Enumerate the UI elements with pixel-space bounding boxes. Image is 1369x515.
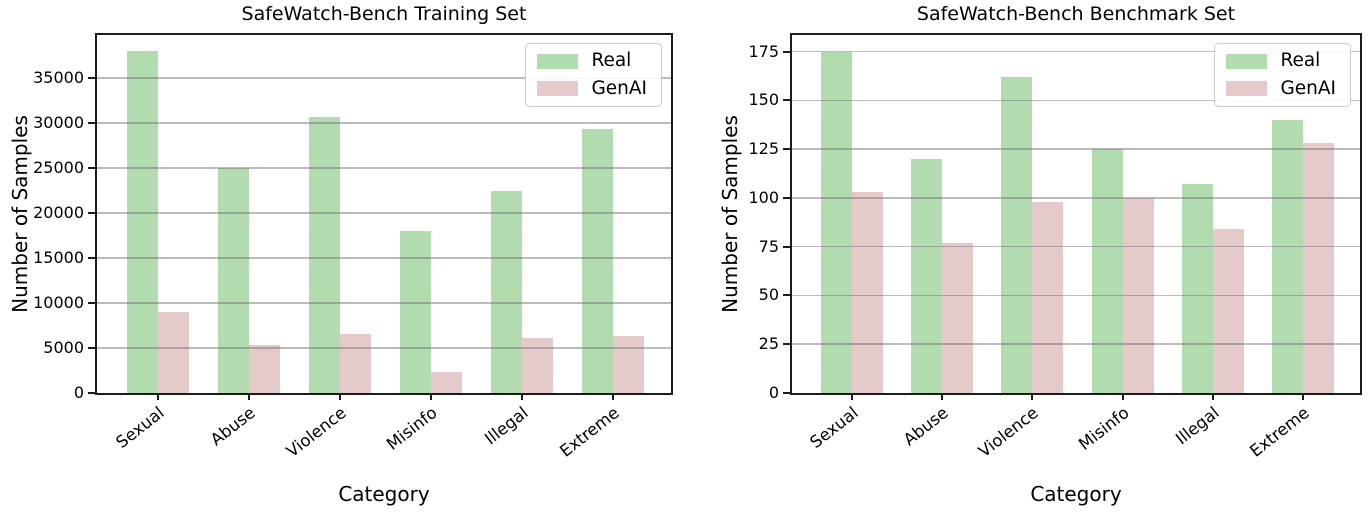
bar-real-extreme [582, 129, 614, 393]
y-tick-label: 150 [748, 90, 779, 110]
y-tick-label: 5000 [43, 338, 84, 358]
y-tick-mark [88, 212, 95, 215]
x-tick-mark [247, 393, 250, 400]
genai-swatch [537, 81, 579, 97]
x-axis-label: Category [1030, 482, 1122, 506]
bar-genai-extreme [1302, 143, 1334, 393]
bar-genai-misinfo [431, 372, 462, 393]
x-tick-mark [521, 393, 524, 400]
bar-genai-sexual [157, 312, 189, 393]
bar-real-abuse [911, 158, 943, 393]
plot-area: Real GenAI [790, 33, 1362, 395]
y-tick-label: 35000 [33, 68, 84, 88]
x-tick-mark [612, 393, 615, 400]
bar-genai-abuse [942, 242, 974, 393]
legend-item-real: Real [1226, 50, 1336, 71]
y-tick-mark [783, 148, 790, 151]
y-tick-mark [783, 392, 790, 394]
y-tick-mark [783, 196, 790, 199]
y-tick-label: 10000 [33, 293, 84, 313]
y-tick-mark [88, 392, 95, 394]
bar-real-violence [308, 116, 340, 393]
y-tick-mark [783, 245, 790, 248]
y-tick-label: 25 [758, 334, 779, 354]
bar-genai-illegal [1212, 229, 1244, 393]
real-swatch [537, 53, 579, 69]
x-tick-mark [338, 393, 341, 400]
chart-training-set: SafeWatch-Bench Training Set Number of S… [8, 3, 673, 506]
legend-label: Real [591, 50, 632, 71]
x-tick-mark [1211, 393, 1214, 400]
legend-item-genai: GenAI [537, 77, 647, 99]
y-tick-label: 75 [758, 236, 779, 256]
y-tick-mark [783, 343, 790, 346]
chart-benchmark-set: SafeWatch-Bench Benchmark Set Number of … [685, 0, 1369, 515]
chart-title: SafeWatch-Bench Training Set [241, 3, 527, 25]
y-tick-mark [783, 99, 790, 102]
plot-area: Real GenAI [95, 33, 673, 395]
bar-real-extreme [1271, 119, 1303, 393]
x-tick-mark [941, 393, 944, 400]
y-tick-label: 50 [758, 285, 779, 305]
y-tick-label: 30000 [33, 113, 84, 133]
legend-item-genai: GenAI [1226, 77, 1336, 99]
x-axis-label: Category [338, 482, 430, 506]
bar-real-misinfo [400, 231, 431, 393]
y-tick-label: 100 [748, 187, 779, 207]
y-tick-mark [88, 257, 95, 260]
bar-real-abuse [217, 168, 249, 393]
y-tick-label: 125 [748, 139, 779, 159]
bar-real-misinfo [1091, 149, 1123, 393]
y-tick-label: 20000 [33, 203, 84, 223]
chart-title: SafeWatch-Bench Benchmark Set [916, 3, 1236, 25]
bar-real-illegal [1181, 184, 1213, 393]
legend-label: GenAI [591, 77, 647, 99]
bar-genai-violence [339, 333, 371, 393]
y-tick-mark [88, 347, 95, 350]
y-tick-mark [783, 50, 790, 53]
x-tick-mark [850, 393, 853, 400]
bar-genai-abuse [248, 345, 280, 393]
bar-genai-misinfo [1122, 197, 1154, 393]
legend-label: GenAI [1280, 77, 1336, 99]
x-tick-mark [1121, 393, 1124, 400]
x-tick-mark [430, 393, 432, 400]
bar-real-sexual [820, 51, 852, 393]
y-tick-mark [88, 302, 95, 305]
legend: Real GenAI [1214, 43, 1351, 107]
bar-genai-sexual [851, 192, 883, 393]
real-swatch [1226, 53, 1268, 69]
bar-real-violence [1001, 76, 1033, 393]
bar-real-sexual [126, 51, 158, 393]
bar-genai-extreme [613, 336, 645, 393]
legend: Real GenAI [525, 43, 662, 107]
y-tick-mark [88, 167, 95, 170]
y-tick-label: 25000 [33, 158, 84, 178]
legend-item-real: Real [537, 50, 647, 71]
y-tick-mark [88, 77, 95, 80]
y-tick-label: 0 [768, 383, 779, 402]
x-tick-mark [1031, 393, 1034, 400]
bar-real-illegal [491, 190, 523, 393]
x-tick-mark [156, 393, 159, 400]
legend-label: Real [1280, 50, 1321, 71]
genai-swatch [1226, 81, 1268, 97]
bar-genai-illegal [522, 338, 554, 393]
y-tick-mark [88, 122, 95, 125]
x-tick-mark [1301, 393, 1304, 400]
y-tick-mark [783, 294, 790, 297]
bar-genai-violence [1032, 201, 1064, 393]
y-tick-label: 175 [748, 41, 779, 61]
gridline [97, 122, 671, 124]
y-tick-label: 0 [73, 383, 84, 402]
y-tick-label: 15000 [33, 248, 84, 268]
